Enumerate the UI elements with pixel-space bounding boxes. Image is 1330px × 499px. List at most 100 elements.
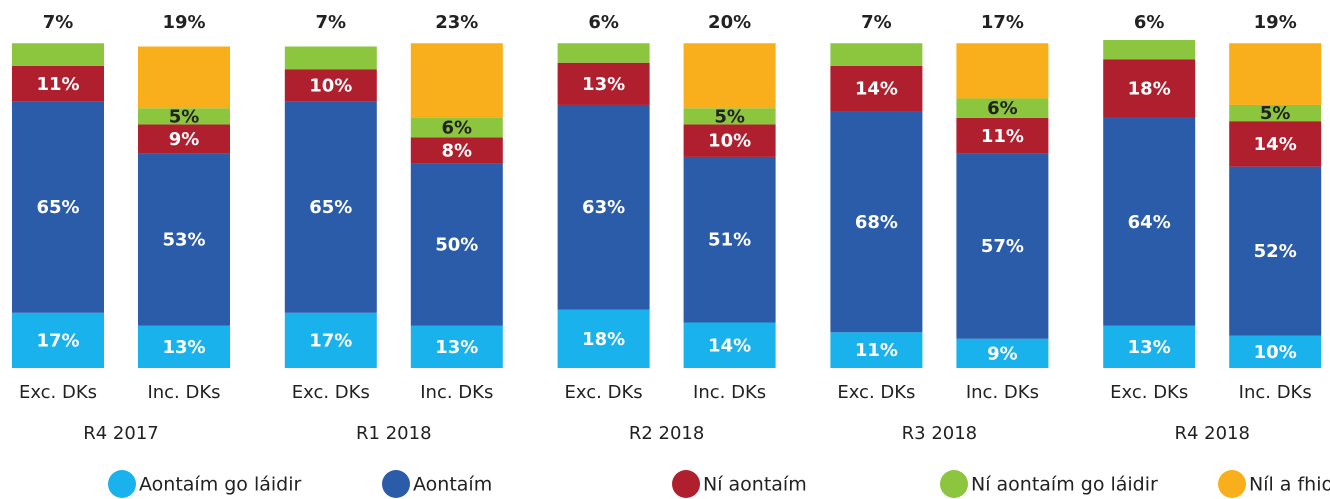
legend-label: Aontaím [413, 474, 492, 496]
data-label: 5% [714, 106, 745, 127]
data-label: 20% [708, 12, 751, 33]
bar-segment [12, 43, 104, 66]
legend-swatch [672, 470, 700, 498]
bar-segment [557, 104, 650, 310]
data-label: 63% [582, 197, 625, 218]
data-label: 13% [162, 337, 205, 358]
data-label: 5% [1260, 103, 1291, 124]
data-label: 13% [435, 337, 478, 358]
group-label: R4 2018 [1174, 423, 1250, 444]
data-label: 10% [708, 131, 751, 152]
bar-segment [830, 111, 923, 333]
data-label: 17% [309, 330, 352, 351]
data-label: 50% [435, 235, 478, 256]
bar-segment [956, 338, 1049, 368]
x-tick-label: Exc. DKs [837, 382, 915, 403]
bar-segment [683, 156, 776, 323]
data-label: 7% [861, 12, 892, 33]
data-label: 23% [435, 12, 478, 33]
bar-segment [683, 322, 776, 368]
data-label: 65% [309, 197, 352, 218]
legend-label: Ní aontaím go láidir [971, 474, 1158, 496]
bar-segment [1103, 40, 1196, 60]
legend-swatch [1218, 470, 1246, 498]
data-label: 57% [981, 236, 1024, 257]
bar-segment [12, 65, 104, 102]
data-label: 68% [855, 212, 898, 233]
bar-segment [956, 43, 1049, 99]
bar-segment [683, 124, 776, 157]
group-label: R3 2018 [902, 423, 978, 444]
data-label: 11% [981, 126, 1024, 147]
bar-segment [138, 153, 230, 326]
bar-segment [683, 43, 776, 109]
bar-segment [1103, 117, 1196, 326]
bar-segment [557, 62, 650, 105]
data-label: 8% [442, 140, 473, 161]
bar-segment [138, 124, 230, 154]
data-label: 17% [36, 330, 79, 351]
legend-label: Aontaím go láidir [139, 474, 302, 496]
data-label: 13% [582, 74, 625, 95]
data-label: 19% [162, 12, 205, 33]
bar-segment [1229, 335, 1322, 368]
x-tick-label: Exc. DKs [1110, 382, 1188, 403]
group-label: R1 2018 [356, 423, 432, 444]
bar-segment [1229, 104, 1322, 122]
x-tick-label: Inc. DKs [966, 382, 1039, 403]
data-label: 6% [1134, 12, 1165, 33]
bar-segment [410, 163, 503, 326]
data-label: 6% [987, 98, 1018, 119]
data-label: 18% [582, 329, 625, 350]
data-label: 9% [987, 343, 1018, 364]
bar-segment [1103, 59, 1196, 118]
bar-segment [830, 65, 923, 112]
bar-segment [12, 101, 104, 313]
x-tick-label: Exc. DKs [19, 382, 97, 403]
bar-segment [284, 312, 377, 368]
data-label: 11% [36, 74, 79, 95]
legend-swatch [940, 470, 968, 498]
data-label: 51% [708, 230, 751, 251]
bar-segment [557, 43, 650, 63]
bar-segment [138, 325, 230, 368]
bar-segment [410, 43, 503, 118]
bar-segment [1229, 43, 1322, 105]
data-label: 14% [1254, 134, 1297, 155]
legend-label: Níl a fhios agam [1249, 474, 1330, 496]
data-label: 19% [1254, 12, 1297, 33]
data-label: 64% [1128, 212, 1171, 233]
legend-swatch [108, 470, 136, 498]
bar-segment [557, 309, 650, 368]
x-tick-label: Exc. DKs [565, 382, 643, 403]
x-tick-label: Inc. DKs [1239, 382, 1312, 403]
bar-segment [410, 325, 503, 368]
data-label: 7% [43, 12, 74, 33]
bar-segment [12, 312, 104, 368]
data-label: 14% [708, 335, 751, 356]
bar-segment [683, 108, 776, 125]
x-tick-label: Inc. DKs [147, 382, 220, 403]
bar-segment [956, 117, 1049, 154]
data-label: 18% [1128, 79, 1171, 100]
legend-swatch [382, 470, 410, 498]
x-tick-label: Exc. DKs [292, 382, 370, 403]
legend-label: Ní aontaím [703, 474, 807, 496]
bar-segment [1229, 121, 1322, 167]
data-label: 14% [855, 79, 898, 100]
group-label: R2 2018 [629, 423, 705, 444]
data-label: 6% [588, 12, 619, 33]
bar-segment [956, 98, 1049, 118]
bar-segment [410, 137, 503, 164]
data-label: 65% [36, 197, 79, 218]
bar-segment [284, 46, 377, 70]
bar-segment [138, 108, 230, 125]
bar-segment [956, 153, 1049, 339]
bar-segment [284, 69, 377, 102]
data-label: 53% [162, 230, 205, 251]
group-label: R4 2017 [83, 423, 159, 444]
x-tick-label: Inc. DKs [420, 382, 493, 403]
data-label: 13% [1128, 337, 1171, 358]
data-label: 7% [316, 12, 347, 33]
